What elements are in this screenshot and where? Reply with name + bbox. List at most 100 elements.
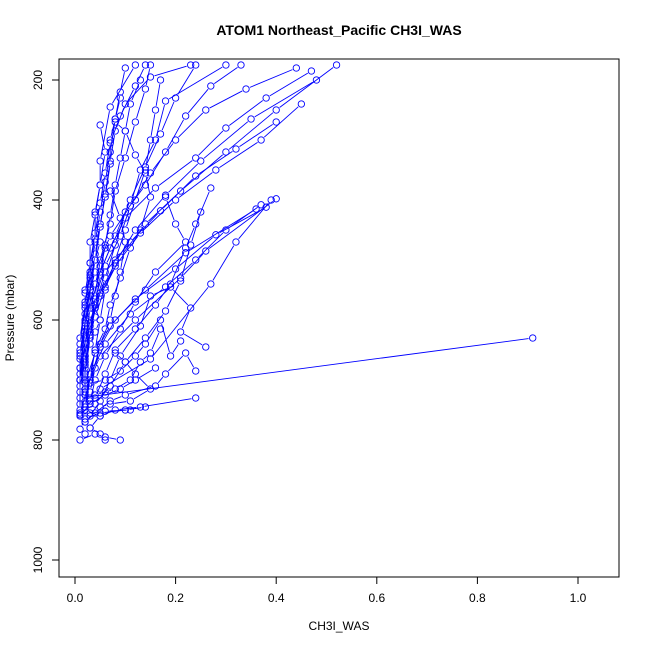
series-20 <box>81 61 245 378</box>
data-point <box>161 307 170 315</box>
series-segment <box>106 239 119 263</box>
series-segment <box>172 344 179 353</box>
data-point <box>86 409 94 417</box>
series-segment <box>129 407 142 410</box>
series-segment <box>146 137 160 164</box>
data-point <box>131 196 140 204</box>
series-segment <box>147 155 164 182</box>
series-segment <box>101 323 114 344</box>
series-segment <box>151 332 160 350</box>
data-point <box>272 118 280 126</box>
series-segment <box>85 384 90 403</box>
data-point <box>111 346 119 354</box>
data-point <box>136 403 145 411</box>
series-segment <box>100 294 105 316</box>
data-point <box>166 283 175 291</box>
data-point <box>81 403 89 411</box>
series-segment <box>92 418 98 426</box>
series-segment <box>85 267 90 289</box>
series-segment <box>108 372 117 379</box>
series-segment <box>127 364 134 372</box>
series-segment <box>219 208 263 234</box>
data-point <box>101 193 109 201</box>
data-point <box>76 334 84 342</box>
data-point <box>141 181 150 189</box>
series-segment <box>154 288 167 295</box>
series-segment <box>111 281 120 302</box>
series-segment <box>118 381 127 388</box>
data-point <box>96 316 104 324</box>
data-point <box>161 193 170 201</box>
series-segment <box>148 255 183 288</box>
data-point <box>131 298 140 306</box>
data-point <box>106 136 114 144</box>
series-segment <box>111 68 134 104</box>
series-segment <box>196 191 210 221</box>
series-segment <box>178 112 204 138</box>
data-point <box>237 61 245 69</box>
series-segment <box>110 135 115 157</box>
series-36 <box>86 316 185 387</box>
series-segment <box>116 203 130 233</box>
series-9 <box>81 61 341 354</box>
series-segment <box>100 249 105 271</box>
series-segment <box>101 383 109 398</box>
series-segment <box>144 398 192 407</box>
data-point <box>192 61 200 69</box>
data-point <box>101 391 109 399</box>
series-segment <box>127 340 144 360</box>
series-segment <box>95 324 100 346</box>
series-29 <box>76 430 124 444</box>
series-39 <box>86 118 155 378</box>
data-point <box>101 325 109 333</box>
x-tick-label: 1.0 <box>570 591 587 605</box>
series-segment <box>166 200 175 221</box>
series-segment <box>94 411 102 413</box>
data-point <box>176 337 185 345</box>
data-point <box>156 130 165 138</box>
series-segment <box>88 414 97 418</box>
series-segment <box>214 67 238 84</box>
series-segment <box>85 306 90 322</box>
series-segment <box>138 271 173 297</box>
series-segment <box>81 413 84 419</box>
series-segment <box>178 237 213 267</box>
series-segment <box>154 65 187 77</box>
series-segment <box>187 356 195 368</box>
data-point <box>192 154 200 162</box>
data-point <box>131 151 140 159</box>
data-point <box>106 400 114 408</box>
series-segment <box>131 365 139 377</box>
data-point <box>91 346 99 354</box>
data-point <box>76 346 84 354</box>
series-segment <box>177 227 185 239</box>
series-17 <box>81 61 230 399</box>
series-segment <box>156 104 165 137</box>
data-point <box>207 280 215 288</box>
data-point <box>101 388 109 396</box>
series-segment <box>168 163 199 193</box>
series-segment <box>138 369 153 379</box>
series-segment <box>147 323 159 341</box>
series-segment <box>147 314 164 335</box>
series-segment <box>110 189 115 211</box>
data-point <box>131 295 140 303</box>
series-segment <box>105 156 110 178</box>
series-segment <box>99 392 102 395</box>
series-segment <box>95 348 100 364</box>
data-point <box>81 415 89 423</box>
data-point <box>151 184 160 192</box>
series-segment <box>105 219 110 241</box>
series-segment <box>83 435 92 439</box>
data-point <box>106 103 114 111</box>
series-4 <box>81 201 265 408</box>
data-point <box>136 76 145 84</box>
data-point <box>126 406 134 414</box>
series-6 <box>76 205 260 417</box>
data-point <box>202 106 210 114</box>
series-segment <box>228 100 264 126</box>
data-point <box>146 385 155 393</box>
series-segment <box>136 173 145 197</box>
data-point <box>81 430 89 438</box>
series-41 <box>81 76 145 393</box>
